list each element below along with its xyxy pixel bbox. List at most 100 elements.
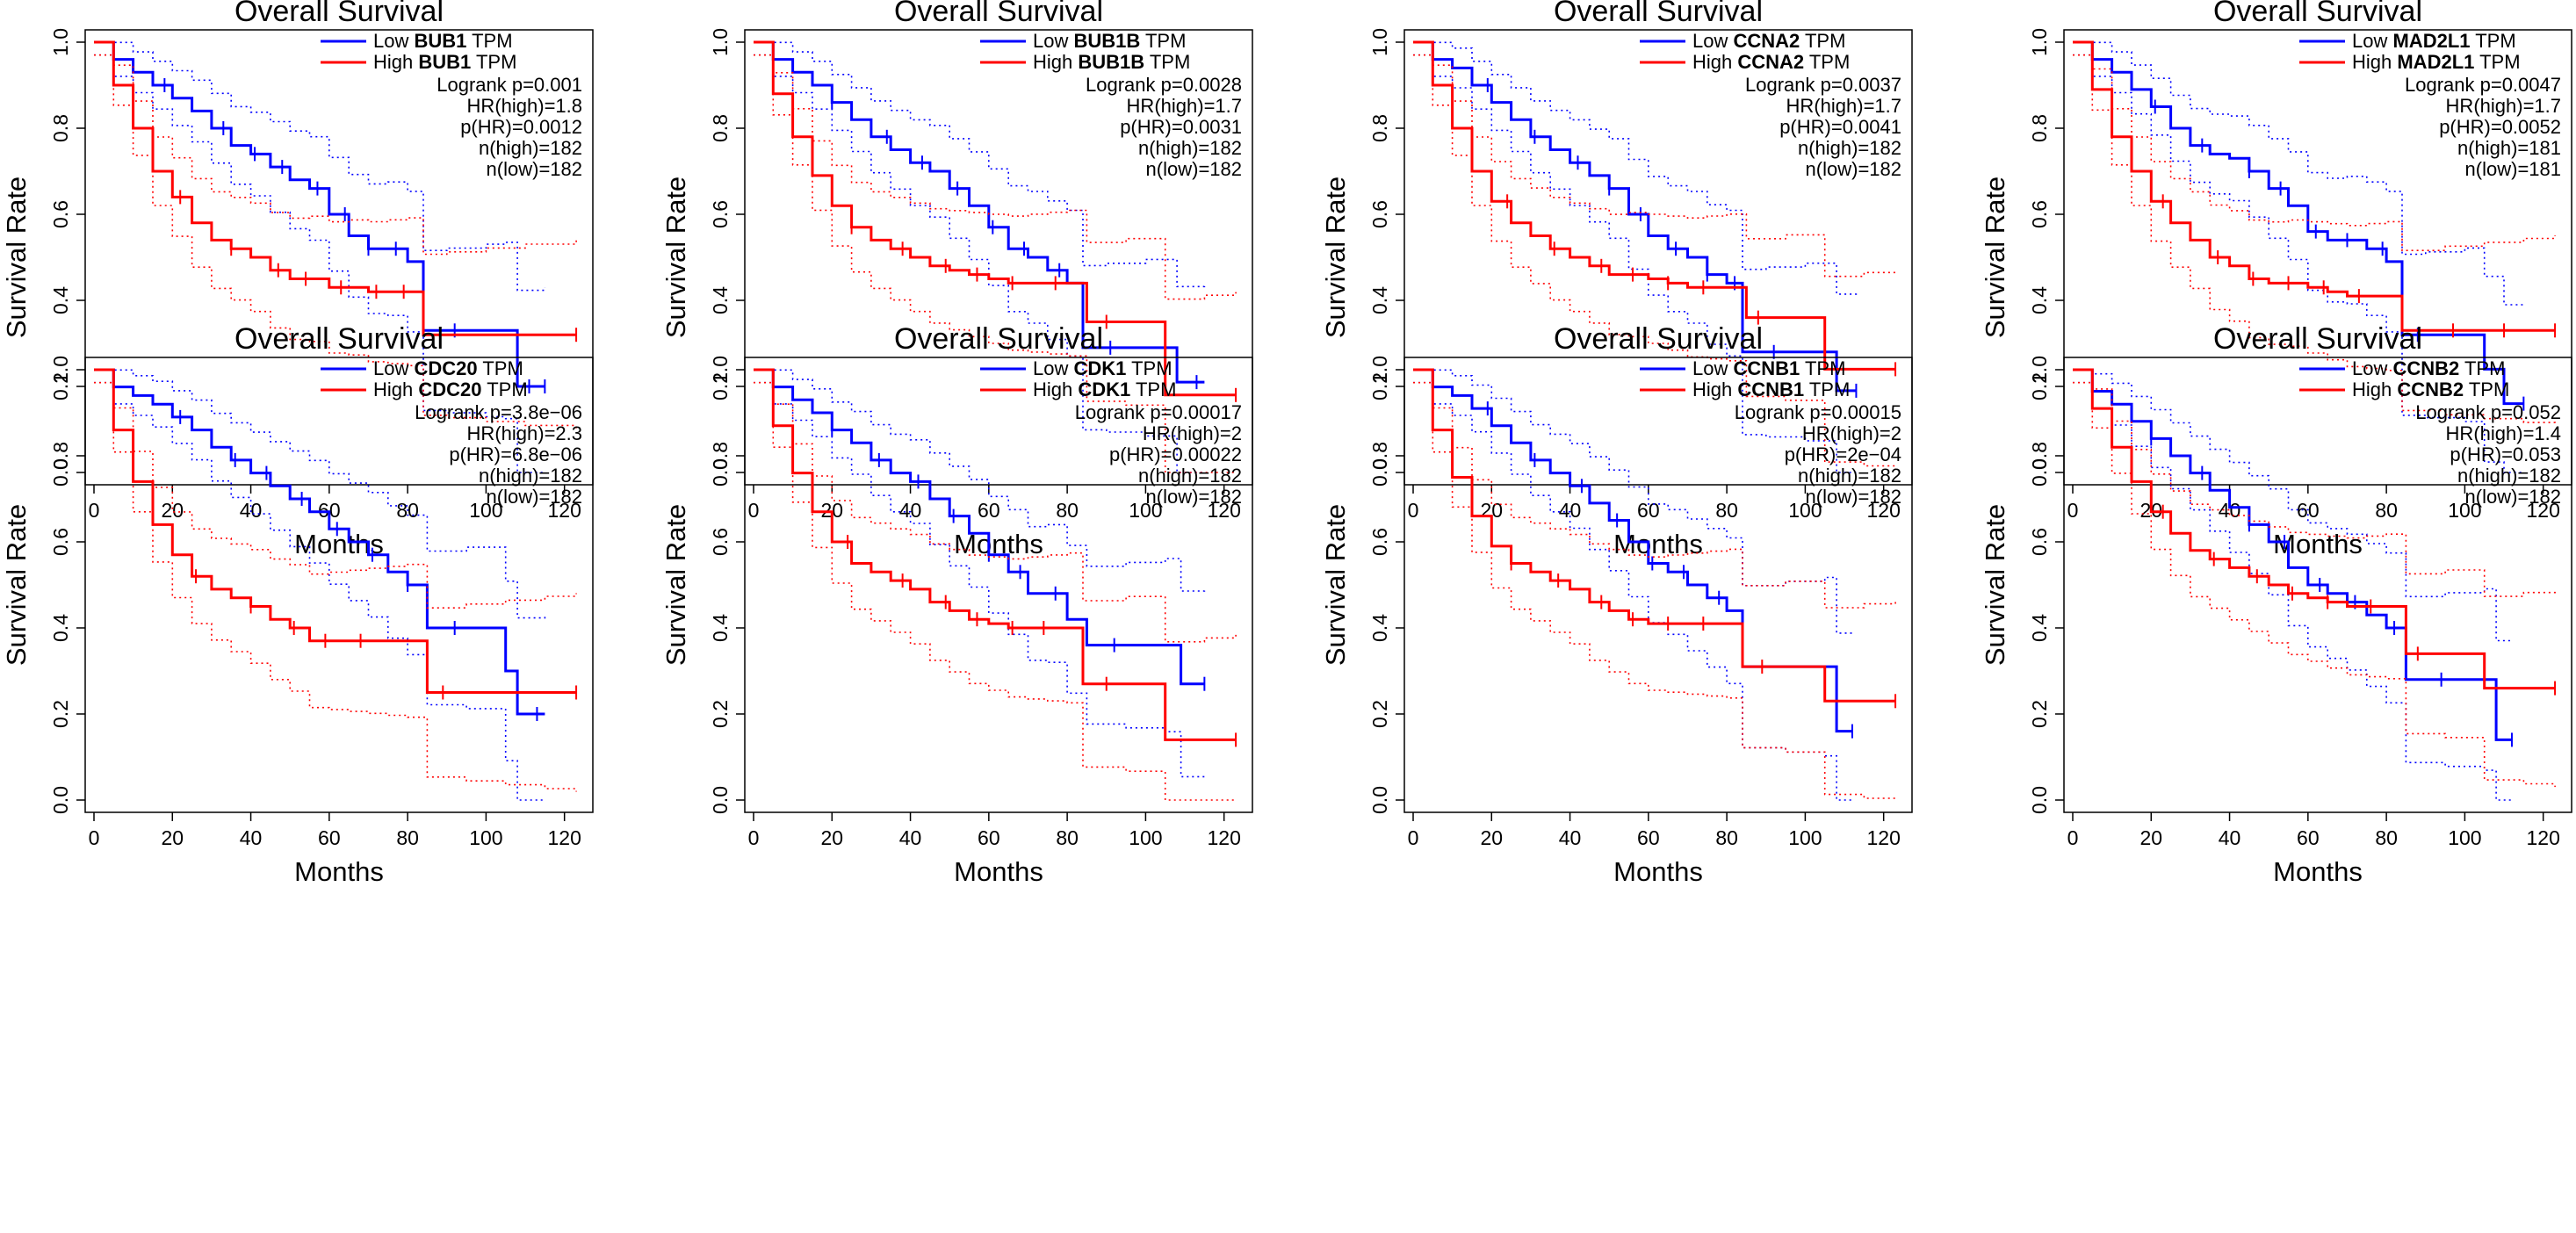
y-tick-label: 0.2	[1368, 700, 1391, 728]
x-tick-label: 80	[1056, 826, 1079, 849]
x-tick-label: 40	[2219, 826, 2241, 849]
panel-title: Overall Survival	[2213, 0, 2422, 28]
x-tick-label: 40	[899, 826, 922, 849]
ci-lower-low	[1413, 54, 1857, 473]
x-tick-label: 20	[820, 826, 843, 849]
legend-entry-high: High CCNB1 TPM	[1692, 379, 1850, 400]
y-tick-label: 0.4	[709, 286, 732, 314]
plot-frame	[744, 357, 1253, 813]
x-tick-label: 40	[1559, 499, 1582, 522]
y-tick-label: 0.6	[709, 200, 732, 228]
plot-frame	[84, 29, 594, 486]
x-tick-label: 120	[547, 826, 581, 849]
x-tick-label: 20	[161, 826, 184, 849]
y-tick-label: 0.4	[2028, 286, 2051, 314]
x-tick-label: 80	[2375, 826, 2398, 849]
y-tick-label: 0.0	[1368, 458, 1391, 487]
x-tick-label: 0	[89, 499, 100, 522]
y-tick-label: 0.0	[709, 458, 732, 487]
stat-line: n(high)=182	[1798, 465, 1901, 487]
y-tick-label: 0.8	[709, 114, 732, 142]
x-tick-label: 60	[1637, 826, 1660, 849]
ci-lower-high	[1413, 381, 1896, 800]
x-tick-label: 0	[748, 826, 760, 849]
ci-upper-high	[94, 369, 577, 609]
x-tick-label: 60	[1637, 499, 1660, 522]
legend-entry-low: Low BUB1B TPM	[1033, 30, 1186, 52]
legend-entry-low: Low CCNB2 TPM	[2352, 357, 2505, 379]
x-tick-label: 40	[899, 499, 922, 522]
stat-line: Logrank p=0.0047	[2405, 74, 2561, 96]
stat-line: Logrank p=0.0037	[1745, 74, 1901, 96]
y-tick-label: 1.0	[709, 356, 732, 384]
ci-upper-high	[754, 369, 1237, 643]
y-tick-label: 0.4	[2028, 614, 2051, 642]
y-tick-label: 1.0	[2028, 28, 2051, 56]
x-axis-label: Months	[2273, 529, 2363, 559]
legend-entry-low: Low MAD2L1 TPM	[2352, 30, 2516, 52]
x-tick-label: 40	[240, 826, 263, 849]
ci-lower-high	[94, 54, 577, 431]
y-tick-label: 0.6	[2028, 200, 2051, 228]
ci-upper-low	[94, 41, 546, 292]
y-tick-label: 0.6	[49, 200, 72, 228]
legend-entry-high: High CCNB2 TPM	[2352, 379, 2509, 400]
stat-line: n(high)=182	[1798, 137, 1901, 159]
survival-curve-low	[2073, 40, 2524, 406]
plot-frame	[2063, 29, 2572, 486]
x-axis-label: Months	[1613, 856, 1703, 887]
stat-line: p(HR)=0.0031	[1120, 116, 1242, 138]
stat-line: p(HR)=0.0041	[1779, 116, 1901, 138]
y-tick-label: 0.0	[49, 786, 72, 814]
km-panel-ccnb1: Overall Survival Months Survival Rate 0 20 40…	[1320, 322, 1913, 887]
survival-curve-high	[1413, 368, 1896, 703]
y-tick-label: 0.8	[1368, 114, 1391, 142]
survival-curve-high	[2073, 368, 2556, 690]
y-tick-label: 0.8	[709, 442, 732, 470]
panel-title: Overall Survival	[235, 0, 444, 28]
y-tick-label: 0.6	[2028, 528, 2051, 556]
plot-frame	[84, 357, 594, 813]
stat-line: Logrank p=0.0028	[1086, 74, 1242, 96]
y-tick-label: 0.4	[1368, 614, 1391, 642]
y-tick-label: 0.6	[49, 528, 72, 556]
legend-entry-low: Low CCNA2 TPM	[1692, 30, 1845, 52]
stat-line: HR(high)=2	[1143, 422, 1242, 444]
y-tick-label: 0.4	[709, 614, 732, 642]
plot-frame	[744, 29, 1253, 486]
survival-curve-low	[2073, 368, 2512, 741]
y-axis-label: Survival Rate	[1, 177, 32, 338]
x-axis-label: Months	[2273, 856, 2363, 887]
stat-line: HR(high)=1.7	[1127, 95, 1242, 117]
stat-line: HR(high)=1.7	[1786, 95, 1901, 117]
legend-entry-low: Low BUB1 TPM	[373, 30, 513, 52]
y-tick-label: 0.6	[709, 528, 732, 556]
y-tick-label: 0.0	[1368, 786, 1391, 814]
x-tick-label: 80	[1056, 499, 1079, 522]
ci-lower-high	[754, 54, 1237, 473]
ci-upper-low	[754, 41, 1206, 288]
x-tick-label: 80	[2375, 499, 2398, 522]
stat-line: p(HR)=0.0052	[2439, 116, 2561, 138]
survival-curve-low	[754, 368, 1205, 686]
legend-entry-high: High CDK1 TPM	[1033, 379, 1176, 400]
stat-line: n(high)=182	[479, 465, 582, 487]
survival-curve-low	[1413, 368, 1852, 733]
y-axis-label: Survival Rate	[660, 504, 691, 666]
y-axis-label: Survival Rate	[1320, 177, 1351, 338]
y-tick-label: 0.0	[709, 786, 732, 814]
y-tick-label: 0.8	[2028, 442, 2051, 470]
ci-lower-high	[2073, 54, 2556, 426]
x-axis-label: Months	[954, 856, 1043, 887]
stat-line: Logrank p=0.052	[2415, 401, 2561, 423]
x-tick-label: 0	[1408, 499, 1419, 522]
stat-line: n(low)=182	[2465, 486, 2561, 508]
x-tick-label: 40	[1559, 826, 1582, 849]
stat-line: n(high)=181	[2457, 137, 2561, 159]
legend-entry-low: Low CDC20 TPM	[373, 357, 523, 379]
x-tick-label: 120	[2526, 826, 2559, 849]
y-tick-label: 0.6	[1368, 200, 1391, 228]
legend-entry-low: Low CDK1 TPM	[1033, 357, 1173, 379]
